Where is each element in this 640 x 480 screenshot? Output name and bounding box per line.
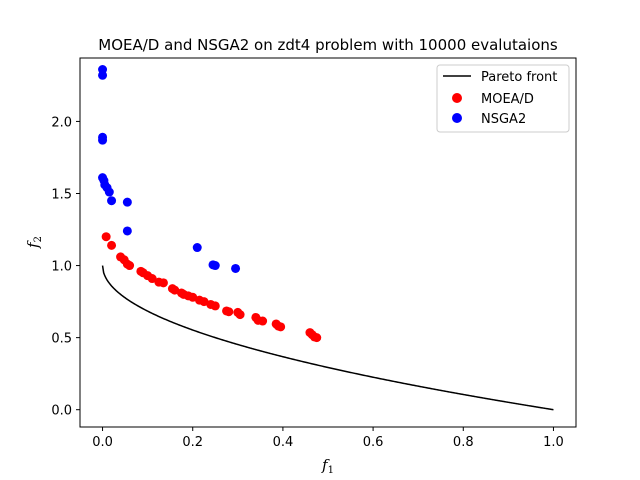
y-tick-label: 1.0 [51,260,72,275]
moead-point-0 [101,232,111,242]
x-axis-label: f1 [321,456,334,476]
y-axis-label-main: f [24,240,42,249]
moead-point-13 [170,285,180,295]
nsga2-point-10 [122,197,132,207]
x-axis-label-main: f [321,456,330,474]
y-axis-label-sub: 2 [33,236,44,242]
moead-point-9 [147,274,157,284]
y-axis-label: f2 [24,236,44,249]
moead-point-11 [158,278,168,288]
nsga2-point-3 [98,135,108,145]
y-tick-label: 0.0 [51,404,72,419]
nsga2-point-14 [210,261,220,271]
moead-point-17 [188,292,198,302]
moead-point-5 [125,261,135,271]
x-tick-label: 0.8 [453,435,474,450]
moead-point-31 [276,322,286,332]
y-tick-label: 1.5 [51,187,72,202]
x-tick-label: 1.0 [543,435,564,450]
x-tick-label: 0.2 [182,435,203,450]
moead-point-25 [235,310,245,320]
x-axis-ticks: 0.0 0.2 0.4 0.6 0.8 1.0 [92,427,564,450]
pareto-front-line [101,265,554,411]
plot-marks [98,65,554,411]
nsga2-point-1 [98,70,108,80]
moead-point-21 [210,301,220,311]
x-tick-label: 0.6 [363,435,384,450]
legend-moead-label: MOEA/D [481,92,534,107]
x-axis-label-sub: 1 [328,465,334,476]
x-tick-label: 0.4 [273,435,294,450]
nsga2-point-9 [107,196,117,206]
y-axis-ticks: 0.0 0.5 1.0 1.5 2.0 [51,115,80,419]
nsga2-point-8 [104,187,114,197]
x-tick-label: 0.0 [92,435,113,450]
y-tick-label: 2.0 [51,115,72,130]
nsga2-point-11 [122,226,132,236]
legend-pareto-label: Pareto front [481,70,557,85]
plot-area-frame [79,57,577,428]
moead-point-35 [312,333,322,343]
chart-title: MOEA/D and NSGA2 on zdt4 problem with 10… [98,36,558,54]
nsga2-point-15 [231,263,241,273]
legend-nsga2-marker [452,113,462,123]
moead-point-19 [199,297,209,307]
legend: Pareto front MOEA/D NSGA2 [436,64,570,133]
legend-moead-marker [452,93,462,103]
legend-box [436,64,570,133]
moead-point-1 [107,240,117,250]
moead-point-28 [258,316,268,326]
legend-nsga2-label: NSGA2 [481,112,526,127]
moead-point-23 [224,307,234,317]
y-tick-label: 0.5 [51,332,72,347]
nsga2-point-12 [192,243,202,253]
